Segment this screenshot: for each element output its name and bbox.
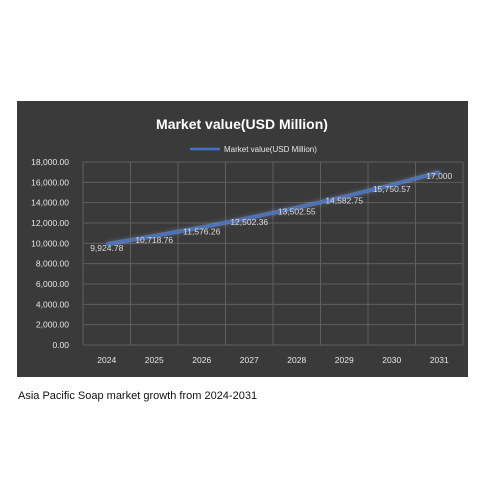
y-tick-label: 6,000.00 [36, 279, 69, 289]
data-point [343, 195, 346, 198]
y-tick-label: 4,000.00 [36, 299, 69, 309]
data-label: 14,582.75 [325, 196, 363, 206]
data-label: 11,576.26 [183, 226, 220, 236]
data-point [200, 226, 203, 229]
y-tick-label: 12,000.00 [31, 218, 69, 228]
line-chart: Market value(USD Million) Market value(U… [31, 116, 464, 365]
y-axis-tick-labels: 0.00 2,000.00 4,000.00 6,000.00 8,000.00 10,0… [31, 157, 69, 350]
chart-title: Market value(USD Million) [156, 116, 328, 132]
data-point [105, 242, 108, 246]
series-line [106, 171, 440, 246]
x-tick-label: 2028 [287, 355, 306, 365]
x-tick-label: 2030 [382, 355, 401, 365]
data-labels: 9,924.78 10,718.76 11,576.26 12,502.36 13,50… [90, 171, 452, 253]
data-point [438, 170, 441, 174]
x-tick-label: 2027 [240, 355, 259, 365]
data-point [390, 183, 393, 187]
legend-label: Market value(USD Million) [224, 145, 317, 154]
legend: Market value(USD Million) [190, 145, 317, 154]
y-tick-label: 16,000.00 [31, 177, 69, 187]
data-label: 17,000 [426, 171, 452, 181]
x-tick-label: 2029 [335, 355, 354, 365]
x-tick-label: 2026 [192, 355, 211, 365]
x-tick-label: 2025 [145, 355, 164, 365]
y-tick-label: 14,000.00 [31, 198, 69, 208]
x-axis-tick-labels: 2024 2025 2026 2027 2028 2029 2030 2031 [97, 355, 449, 365]
x-tick-label: 2024 [97, 355, 116, 365]
data-label: 13,502.55 [278, 207, 316, 217]
y-tick-label: 8,000.00 [36, 259, 69, 269]
gridlines [82, 161, 464, 346]
chart-panel: Market value(USD Million) Market value(U… [17, 101, 468, 377]
data-label: 12,502.36 [230, 217, 268, 227]
y-tick-label: 0.00 [52, 340, 69, 350]
y-tick-label: 2,000.00 [36, 320, 69, 330]
series-line-group [105, 170, 441, 247]
y-tick-label: 10,000.00 [31, 238, 69, 248]
data-label: 15,750.57 [373, 184, 411, 194]
y-tick-label: 18,000.00 [31, 157, 69, 167]
data-point [153, 234, 156, 238]
data-point [248, 216, 251, 220]
figure-caption: Asia Pacific Soap market growth from 202… [18, 390, 258, 402]
x-tick-label: 2031 [430, 355, 449, 365]
data-label: 10,718.76 [135, 235, 173, 245]
data-label: 9,924.78 [90, 243, 123, 253]
data-point [295, 206, 298, 209]
